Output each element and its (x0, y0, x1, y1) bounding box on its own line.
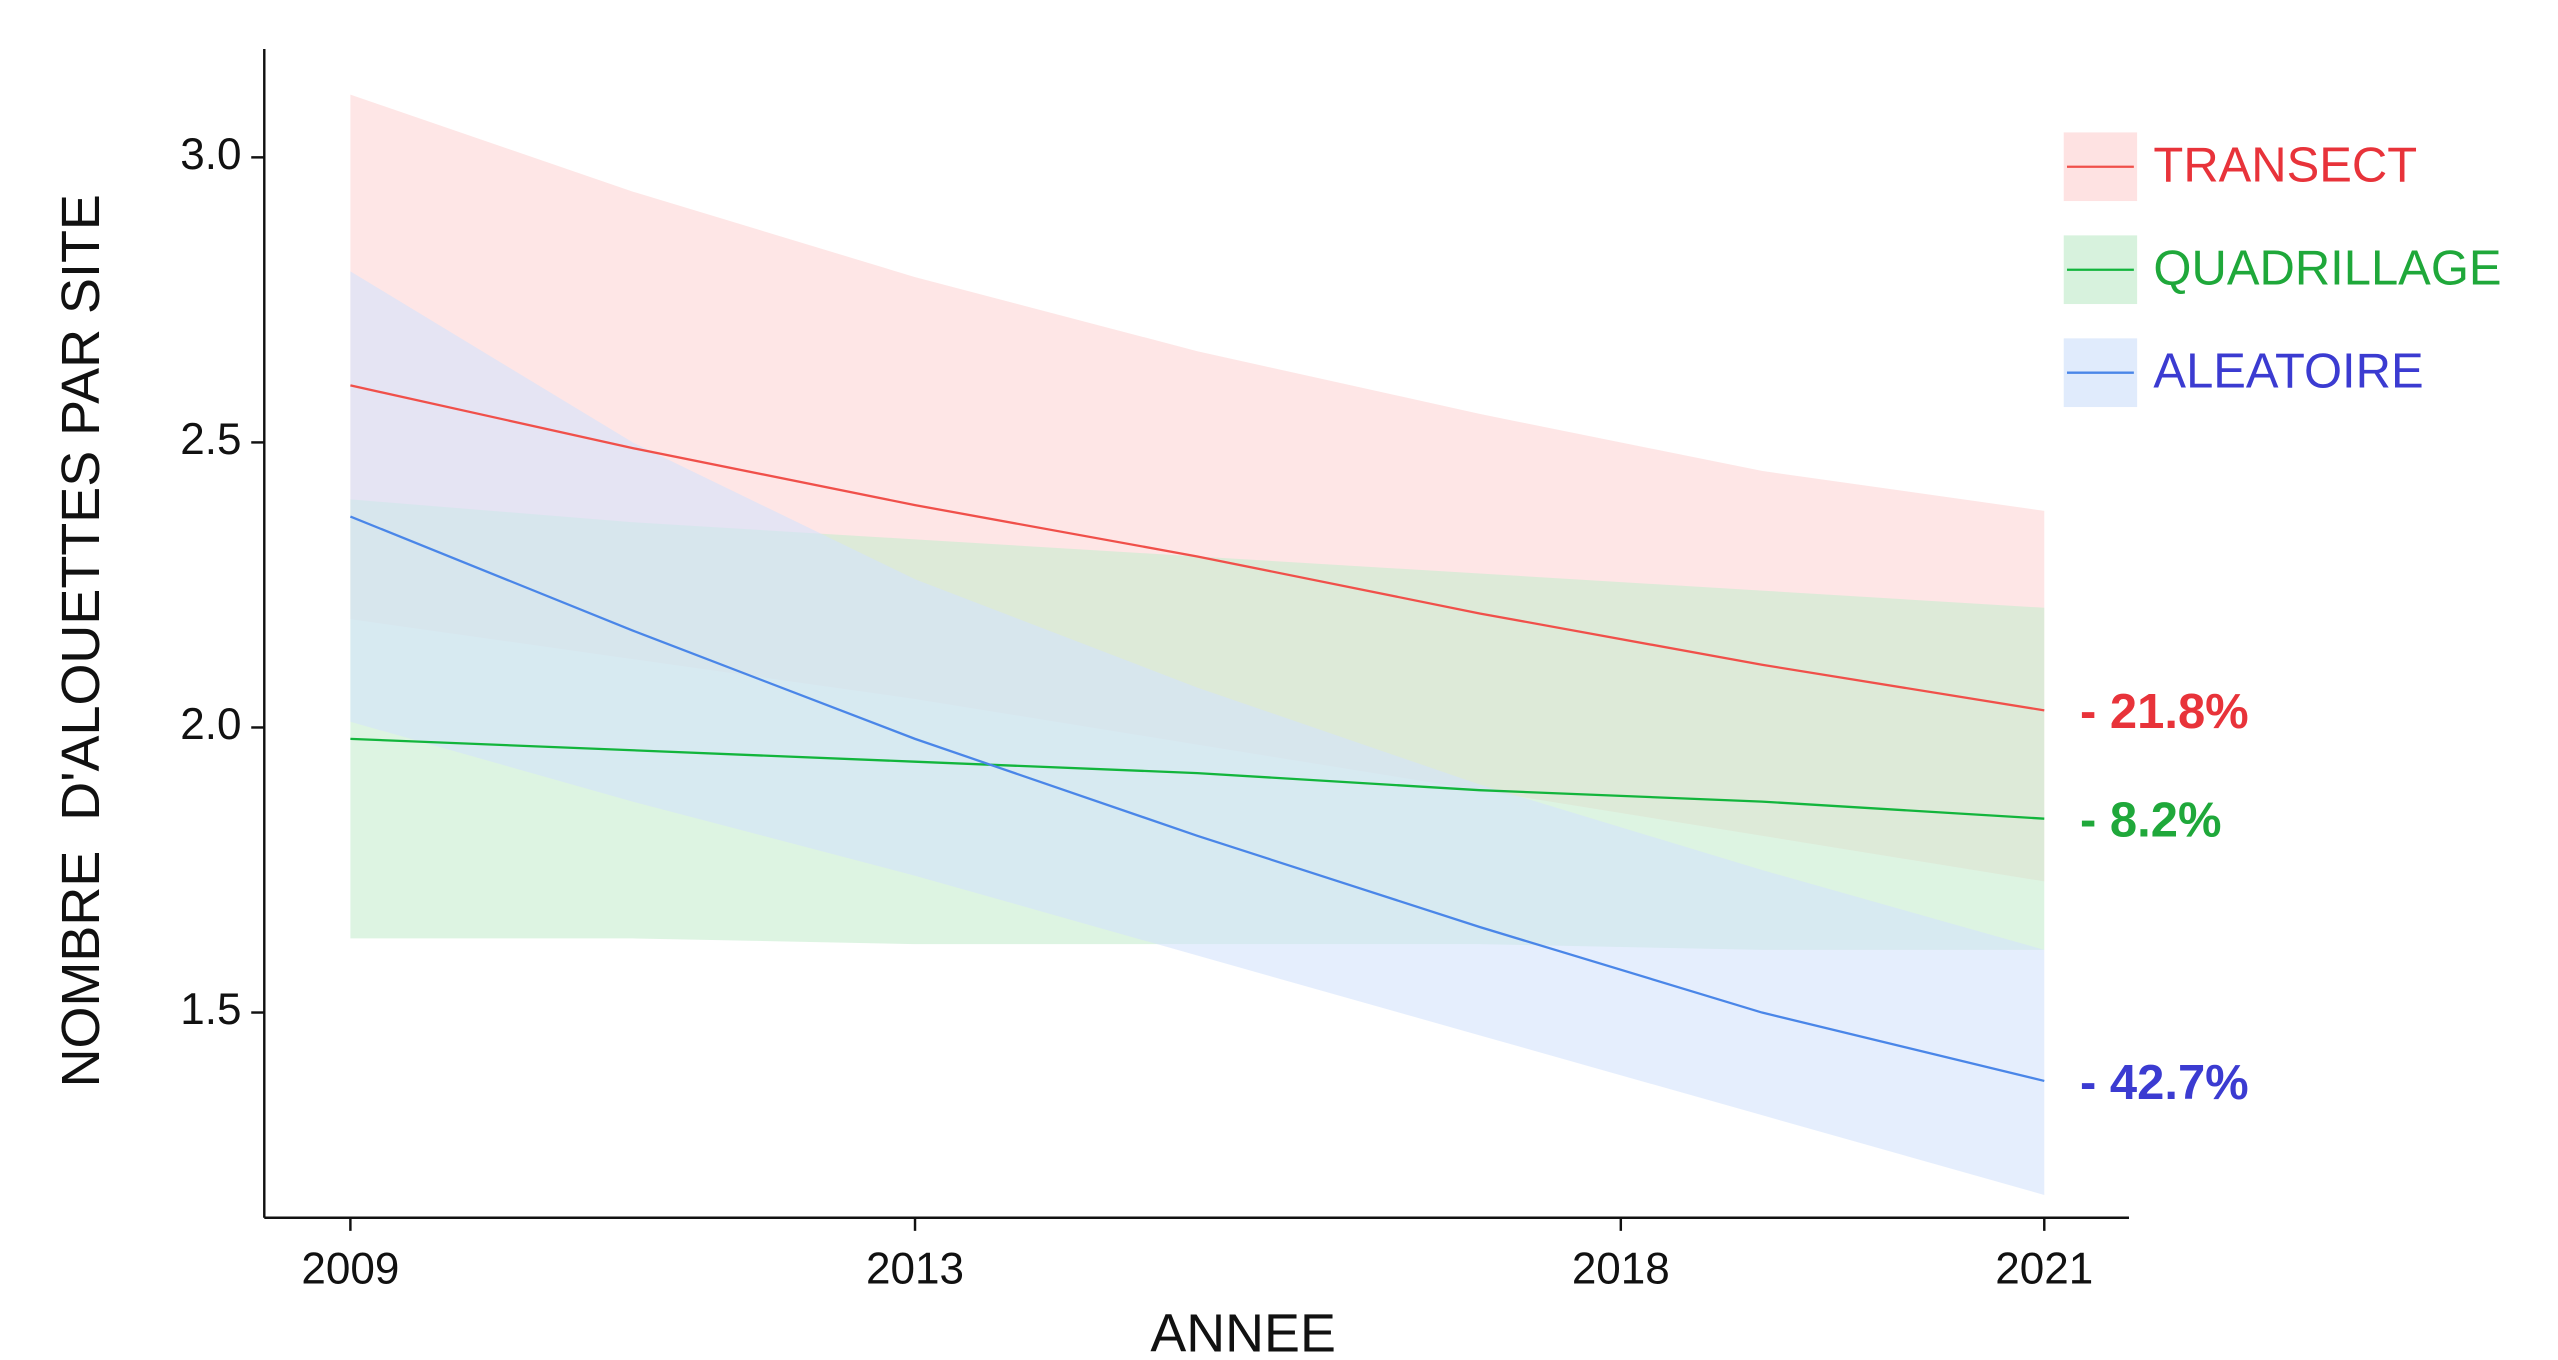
y-tick-label: 1.5 (180, 985, 241, 1034)
legend-label: ALEATOIRE (2153, 344, 2423, 398)
bands (350, 94, 2045, 1195)
trend-line (350, 384, 2045, 712)
x-axis-title: ANNEE (1150, 1303, 1335, 1360)
plot-root: ANNEE NOMBRE D'ALOUETTES PAR SITE - 21.8… (51, 49, 2502, 1360)
y-tick-label: 3.0 (180, 130, 241, 179)
legend-label: TRANSECT (2153, 138, 2417, 192)
y-tick-label: 2.5 (180, 415, 241, 464)
x-tick-label: 2013 (866, 1244, 964, 1293)
y-axis-title: NOMBRE D'ALOUETTES PAR SITE (51, 194, 111, 1087)
lines (349, 384, 2045, 1083)
x-tick-label: 2009 (301, 1244, 399, 1293)
legend-label: QUADRILLAGE (2153, 241, 2501, 295)
trend-line (350, 737, 2045, 820)
change-annotation: - 21.8% (2080, 685, 2249, 739)
change-annotation: - 42.7% (2080, 1056, 2249, 1110)
x-tick-label: 2018 (1572, 1244, 1670, 1293)
confidence-band (350, 271, 2045, 1195)
change-annotation: - 8.2% (2080, 794, 2221, 848)
y-tick-label: 2.0 (180, 700, 241, 749)
x-tick-label: 2021 (1995, 1244, 2093, 1293)
trend-line (349, 515, 2045, 1083)
